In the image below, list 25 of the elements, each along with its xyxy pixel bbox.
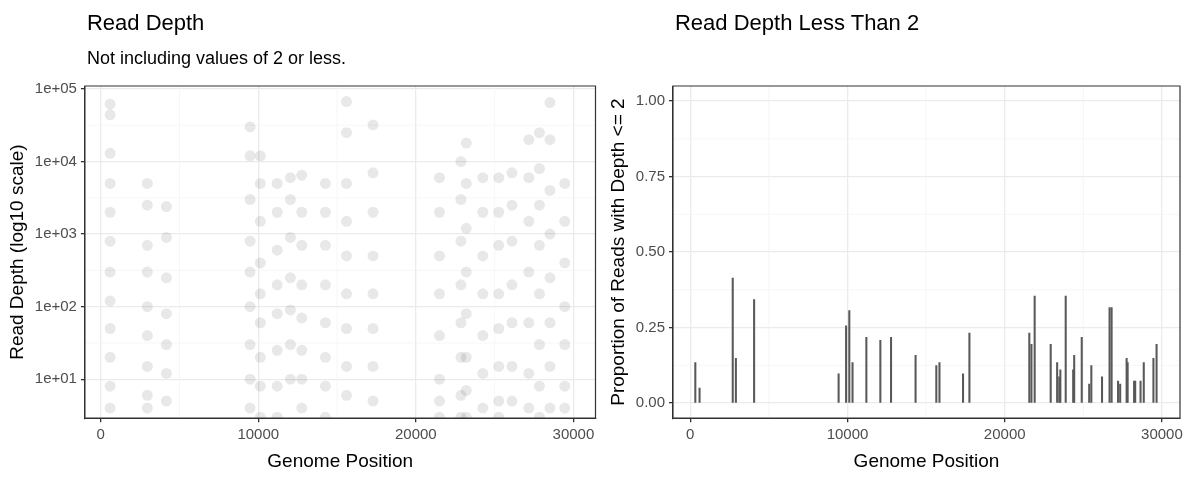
chart-title: Read Depth — [86, 10, 205, 36]
y-axis-title: Proportion of Reads with Depth <= 2 — [606, 98, 628, 406]
y-tick-label: 1e+04 — [34, 151, 77, 169]
y-tick-label: 0.75 — [635, 166, 665, 184]
y-tick-label: 0.00 — [635, 393, 665, 411]
x-tick-label: 0 — [96, 425, 105, 443]
chart-subtitle: Not including values of 2 or less. — [86, 48, 347, 69]
y-tick-label: 1e+02 — [34, 296, 77, 314]
x-axis-title: Genome Position — [267, 449, 414, 471]
y-tick-label: 0.25 — [635, 317, 665, 335]
x-tick-label: 20000 — [983, 425, 1026, 443]
x-tick-label: 10000 — [826, 425, 869, 443]
x-axis-title: Genome Position — [853, 449, 1000, 471]
x-tick-label: 20000 — [395, 425, 437, 443]
chart-title: Read Depth Less Than 2 — [674, 10, 920, 36]
y-tick-label: 1e+01 — [34, 369, 77, 387]
y-axis-title: Read Depth (log10 scale) — [5, 144, 27, 360]
x-tick-label: 30000 — [552, 425, 595, 443]
y-tick-label: 1e+03 — [34, 224, 77, 242]
x-tick-label: 10000 — [237, 425, 280, 443]
x-tick-label: 30000 — [1141, 425, 1183, 443]
y-tick-label: 1.00 — [635, 91, 665, 109]
y-tick-label: 1e+05 — [34, 79, 77, 97]
x-tick-label: 0 — [686, 425, 695, 443]
y-tick-label: 0.50 — [635, 242, 665, 260]
